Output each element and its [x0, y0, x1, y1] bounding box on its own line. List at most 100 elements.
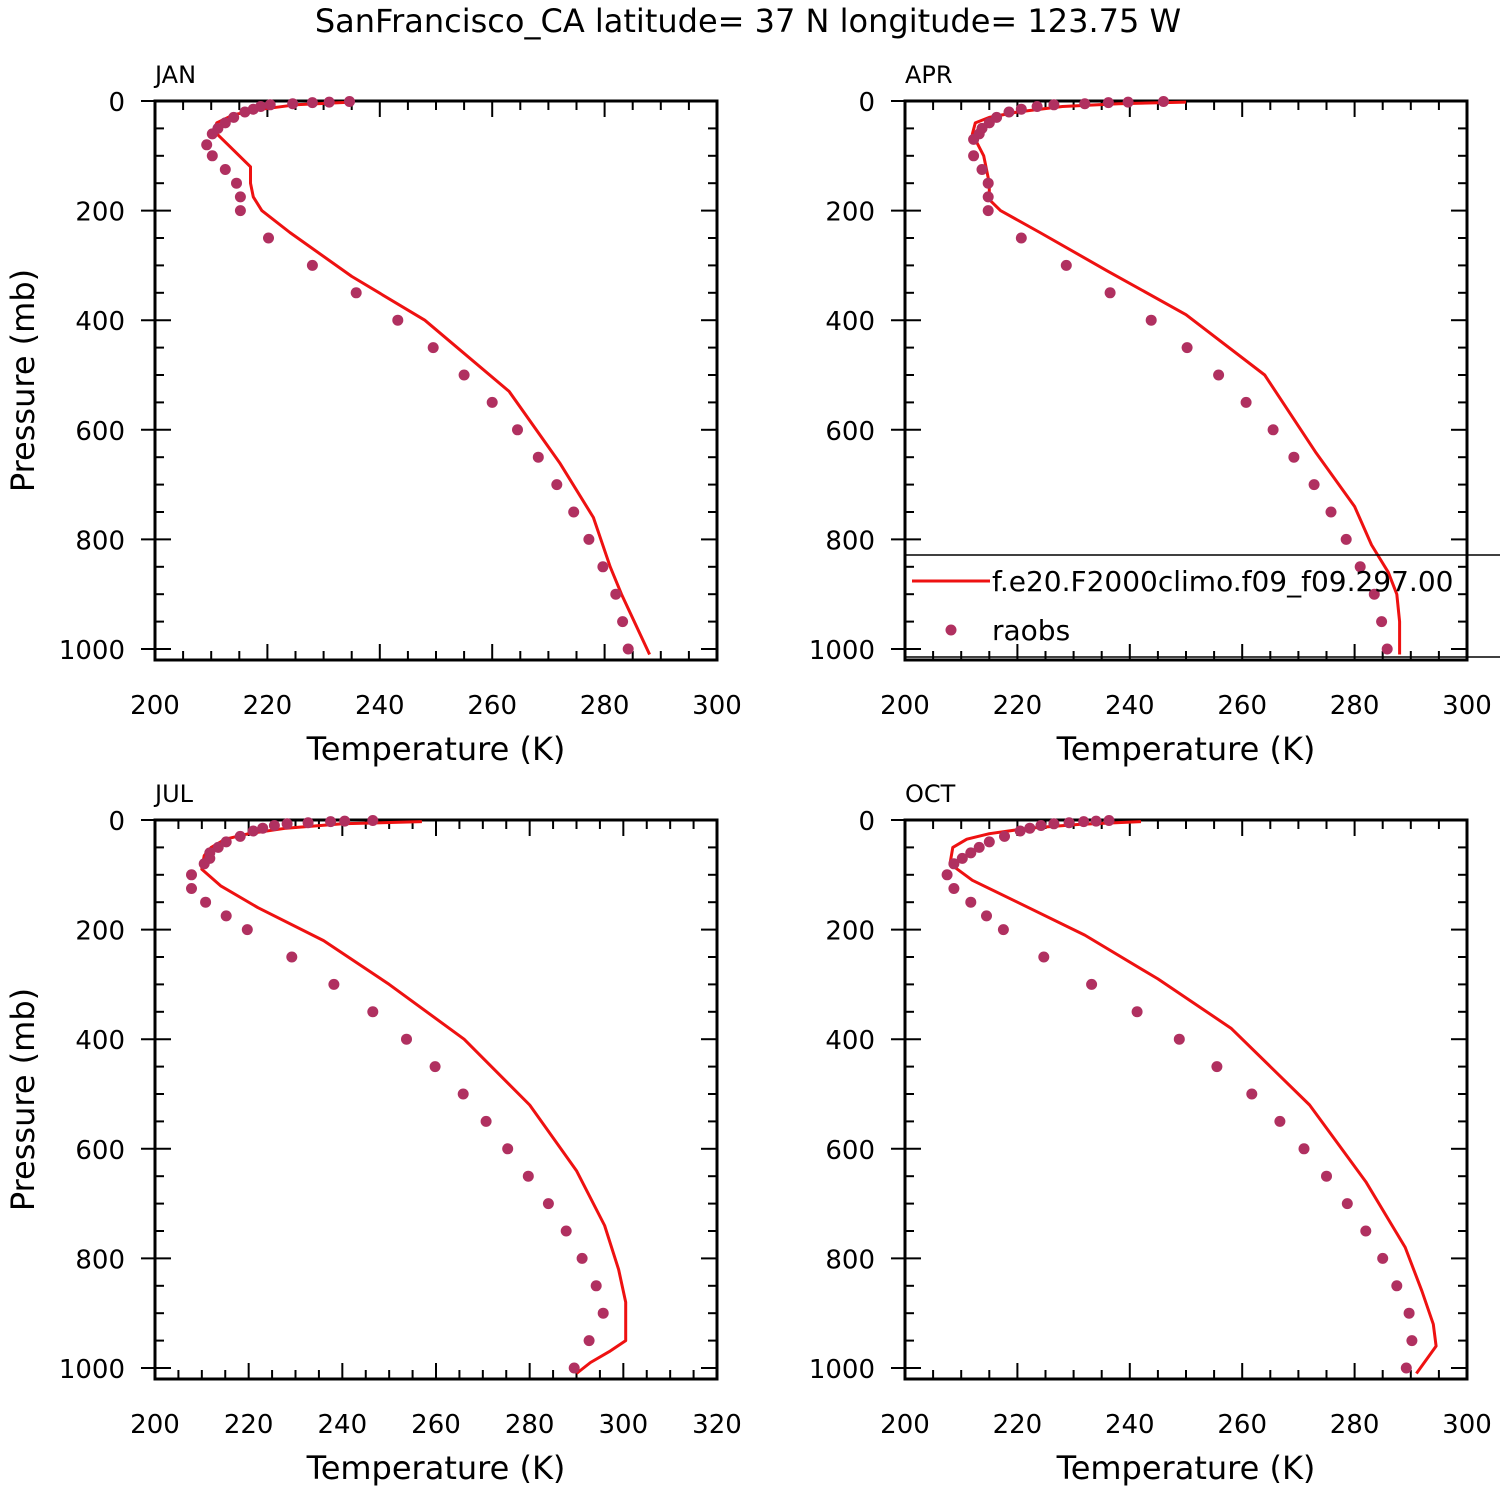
obs-point [241, 924, 253, 936]
obs-point [1131, 1006, 1143, 1018]
obs-point [982, 205, 994, 217]
x-tick-label: 280 [580, 691, 630, 721]
plot-frame [903, 818, 1469, 1381]
x-tick-label: 240 [318, 1410, 368, 1440]
obs-point [1321, 1170, 1332, 1182]
figure-title: SanFrancisco_CA latitude= 37 N longitude… [315, 2, 1181, 40]
x-axis-title: Temperature (K) [306, 730, 566, 768]
obs-point [948, 858, 960, 870]
obs-point [1376, 616, 1388, 628]
obs-point [1145, 314, 1157, 326]
y-tick-label: 800 [825, 526, 875, 556]
obs-point [1181, 342, 1193, 354]
x-tick-label: 300 [599, 1410, 649, 1440]
obs-point [1103, 815, 1115, 826]
y-tick-label: 0 [858, 807, 875, 837]
obs-point [1325, 506, 1337, 518]
obs-point [1288, 451, 1300, 463]
x-tick-label: 260 [411, 1410, 461, 1440]
obs-point [1400, 1362, 1412, 1374]
obs-point [583, 1335, 595, 1347]
obs-point [542, 1198, 554, 1210]
x-tick-label: 220 [993, 691, 1043, 721]
x-axis-title: Temperature (K) [306, 1449, 566, 1487]
panel-label-jan: JAN [153, 61, 196, 89]
obs-point [1211, 1061, 1223, 1073]
obs-point [568, 1362, 580, 1374]
obs-point [1213, 369, 1225, 381]
y-tick-label: 400 [825, 307, 875, 337]
x-tick-label: 320 [692, 1410, 742, 1440]
obs-point [1246, 1088, 1258, 1100]
y-axis-title: Pressure (mb) [4, 269, 42, 492]
x-tick-label: 280 [1330, 691, 1380, 721]
obs-point [997, 924, 1009, 936]
obs-point [1086, 978, 1098, 990]
x-axis-title: Temperature (K) [1056, 730, 1316, 768]
y-tick-label: 1000 [59, 1355, 125, 1385]
y-tick-label: 200 [825, 917, 875, 947]
obs-point [610, 588, 622, 600]
panels: JAN 200 220 240 260 280 300 0 200 400 600 800 1000 Te… [4, 61, 1500, 1487]
y-tick-label: 800 [75, 1245, 125, 1275]
obs-point [1158, 96, 1169, 107]
y-tick-label: 400 [825, 1026, 875, 1056]
obs-point [281, 818, 293, 830]
obs-point [981, 910, 992, 922]
obs-point [968, 150, 980, 162]
y-tick-label: 1000 [59, 636, 125, 666]
obs-point [220, 836, 232, 848]
x-axis-title: Temperature (K) [1056, 1449, 1316, 1487]
obs-point [590, 1280, 602, 1292]
panel-label-jul: JUL [153, 780, 194, 808]
x-tick-label: 260 [1217, 1410, 1267, 1440]
obs-point [983, 836, 995, 848]
y-tick-label: 200 [825, 198, 875, 228]
obs-point [206, 150, 218, 162]
obs-point [1341, 1198, 1353, 1210]
y-tick-label: 600 [75, 1136, 125, 1166]
panel-label-apr: APR [905, 61, 953, 89]
obs-point [1406, 1335, 1418, 1347]
obs-point [1340, 533, 1352, 545]
obs-point [532, 451, 544, 463]
obs-point [1078, 816, 1090, 828]
obs-point [999, 830, 1010, 842]
legend-obs-label: raobs [992, 614, 1070, 647]
y-tick-label: 200 [75, 917, 125, 947]
obs-point [219, 164, 231, 175]
obs-point [206, 128, 218, 140]
y-tick-label: 0 [108, 807, 125, 837]
obs-point [239, 106, 251, 118]
obs-point [1063, 817, 1075, 829]
obs-point [268, 820, 280, 831]
obs-point [1079, 98, 1091, 110]
obs-point [1090, 815, 1102, 827]
panel-label-oct: OCT [905, 780, 956, 808]
obs-point [429, 1061, 441, 1073]
obs-point [617, 616, 629, 628]
x-tick-label: 260 [467, 691, 517, 721]
obs-point [228, 111, 240, 123]
obs-point [1014, 825, 1026, 837]
x-tick-label: 240 [1105, 691, 1155, 721]
obs-point [234, 205, 246, 217]
obs-point [302, 817, 314, 829]
panel-jul: JUL 200 220 240 260 280 300 320 0 200 400 600 800 100… [4, 780, 742, 1487]
obs-point [1173, 1033, 1185, 1045]
obs-point [956, 852, 968, 864]
obs-point [367, 815, 379, 826]
obs-point [457, 1088, 469, 1100]
x-tick-label: 220 [243, 691, 293, 721]
obs-point [502, 1143, 514, 1155]
x-tick-label: 240 [355, 691, 405, 721]
obs-point [1048, 99, 1060, 111]
obs-point [1015, 103, 1027, 115]
x-tick-label: 280 [1330, 1410, 1380, 1440]
x-tick-label: 200 [130, 1410, 180, 1440]
obs-point [367, 1006, 379, 1018]
obs-point [976, 164, 988, 175]
obs-point [1048, 818, 1060, 830]
obs-point [1274, 1115, 1286, 1127]
